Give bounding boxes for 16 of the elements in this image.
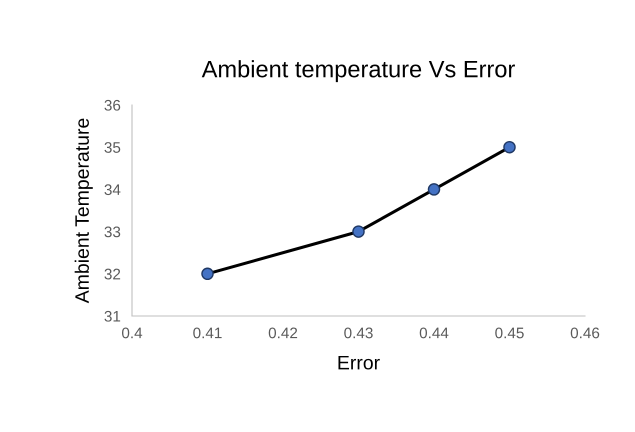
x-tick-label: 0.42: [268, 328, 298, 338]
x-tick-label: 0.41: [193, 328, 222, 338]
x-tick-label: 0.45: [495, 328, 524, 338]
y-tick-label: 33: [104, 226, 120, 238]
x-axis-title: Error: [338, 356, 380, 370]
y-tick-label: 31: [104, 310, 120, 322]
x-tick-label: 0.46: [570, 328, 600, 338]
x-tick-label: 0.4: [122, 328, 142, 338]
y-tick-label: 34: [104, 184, 120, 196]
x-tick-label: 0.43: [344, 328, 373, 338]
y-axis-title: Ambient Temperature: [74, 118, 93, 304]
y-tick-label: 36: [104, 100, 120, 111]
x-tick-label: 0.44: [420, 328, 448, 338]
y-tick-label: 35: [104, 142, 120, 153]
chart-title: Ambient temperature Vs Error: [202, 60, 515, 82]
y-tick-label: 32: [104, 268, 120, 280]
